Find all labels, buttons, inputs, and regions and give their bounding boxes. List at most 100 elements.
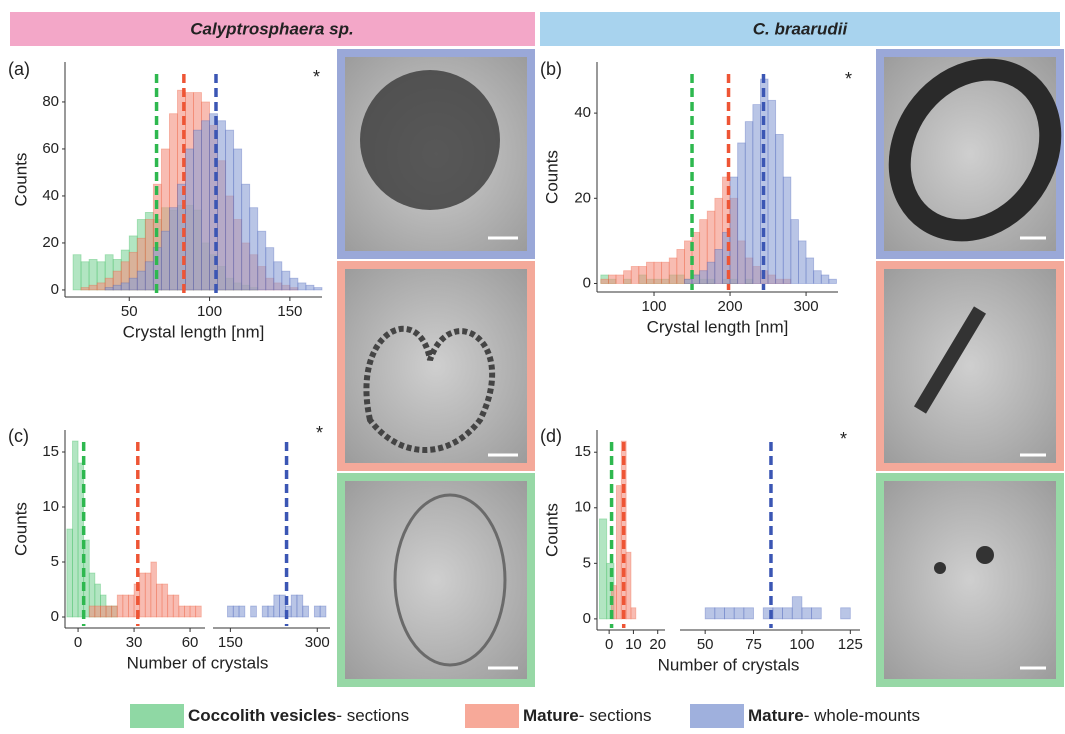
histogram-bar: [128, 595, 134, 617]
micrograph: [880, 477, 1060, 683]
legend-swatch: [465, 704, 519, 728]
y-tick-label: 0: [583, 610, 591, 627]
histogram-bar: [753, 105, 761, 284]
header-title: C. braarudii: [753, 19, 849, 38]
histogram-bar: [280, 595, 286, 617]
crystal: [976, 546, 994, 564]
histogram-bar: [184, 606, 190, 617]
histogram-bar: [745, 122, 753, 284]
histogram-bar: [291, 595, 297, 617]
histogram-bar: [616, 486, 621, 619]
histogram-bar: [798, 241, 806, 284]
x-axis-label: Number of crystals: [127, 653, 269, 672]
y-tick-label: 15: [574, 443, 591, 460]
histogram-bar: [123, 595, 129, 617]
histogram-bar: [250, 208, 258, 290]
histogram-bar: [100, 606, 106, 617]
histogram-bar: [624, 271, 632, 284]
histogram-bar: [776, 134, 784, 283]
histogram-bar: [121, 283, 129, 290]
histogram-bar: [89, 285, 97, 290]
legend-swatch: [690, 704, 744, 728]
panel-label: (d): [540, 426, 562, 446]
series: [227, 595, 325, 617]
histogram-bar: [707, 262, 715, 283]
histogram-bar: [601, 279, 609, 283]
histogram-bar: [239, 606, 245, 617]
histogram-bar: [162, 584, 168, 617]
series: [705, 597, 850, 619]
x-tick-label: 50: [697, 636, 714, 653]
legend-label: Mature- sections: [523, 706, 651, 725]
histogram-bar: [67, 529, 73, 617]
histogram-bar: [117, 595, 123, 617]
x-tick-label: 20: [649, 636, 666, 653]
y-axis-label: Counts: [542, 150, 561, 204]
histogram-bar: [156, 584, 162, 617]
y-tick-label: 40: [42, 187, 59, 204]
histogram-bar: [202, 121, 210, 290]
y-tick-label: 20: [42, 234, 59, 251]
histogram-bar: [700, 271, 708, 284]
histogram-bar: [185, 149, 193, 290]
histogram-bar: [227, 606, 233, 617]
histogram-bar: [95, 606, 101, 617]
x-tick-label: 150: [277, 303, 302, 320]
histogram-bar: [129, 278, 137, 290]
histogram-bar: [137, 271, 145, 290]
x-tick-label: 75: [745, 636, 762, 653]
crystal: [934, 562, 946, 574]
histogram-bar: [303, 606, 309, 617]
y-axis-label: Counts: [11, 502, 30, 556]
histogram-bar: [599, 519, 606, 619]
annotation: *: [313, 67, 320, 87]
histogram-bar: [814, 271, 822, 284]
histogram-bar: [84, 540, 90, 617]
histogram-bar: [616, 275, 624, 284]
y-axis-label: Counts: [542, 503, 561, 557]
x-axis-label: Crystal length [nm]: [647, 317, 789, 336]
histogram-bar: [821, 275, 829, 284]
histogram-bar: [234, 149, 242, 290]
histogram-bar: [314, 606, 320, 617]
histogram-bar: [734, 608, 744, 619]
panel-label: (a): [8, 59, 30, 79]
x-tick-label: 0: [74, 634, 82, 651]
y-tick-label: 10: [574, 499, 591, 516]
histogram-bar: [140, 573, 146, 617]
histogram-bar: [266, 248, 274, 290]
x-tick-label: 30: [126, 634, 143, 651]
x-tick-label: 150: [218, 634, 243, 651]
y-tick-label: 0: [51, 281, 59, 298]
micrograph: [880, 265, 1060, 467]
histogram-bar: [608, 275, 616, 284]
x-tick-label: 125: [838, 636, 863, 653]
histogram-bar: [662, 262, 670, 283]
histogram-bar: [169, 208, 177, 290]
histogram-bar: [226, 130, 234, 290]
histogram-bar: [841, 608, 851, 619]
histogram-bar: [89, 606, 95, 617]
y-tick-label: 40: [574, 104, 591, 121]
histogram-bar: [725, 608, 735, 619]
histogram-bar: [112, 606, 118, 617]
x-tick-label: 10: [625, 636, 642, 653]
micrograph: [341, 265, 531, 467]
y-tick-label: 5: [51, 553, 59, 570]
histogram-bar: [626, 552, 631, 619]
histogram-bar: [306, 285, 314, 290]
histogram-bar: [218, 121, 226, 290]
legend-label-bold: Mature: [523, 706, 579, 725]
histogram-bar: [639, 266, 647, 283]
histogram-bar: [168, 595, 174, 617]
histogram-bar: [274, 262, 282, 290]
legend-label: Mature- whole-mounts: [748, 706, 920, 725]
panel-label: (b): [540, 59, 562, 79]
header-title: Calyptrosphaera sp.: [190, 19, 353, 38]
histogram-bar: [151, 562, 157, 617]
histogram-bar: [282, 271, 290, 290]
histogram-bar: [194, 130, 202, 290]
y-tick-label: 10: [42, 498, 59, 515]
x-tick-label: 60: [182, 634, 199, 651]
x-axis-label: Crystal length [nm]: [123, 322, 265, 341]
